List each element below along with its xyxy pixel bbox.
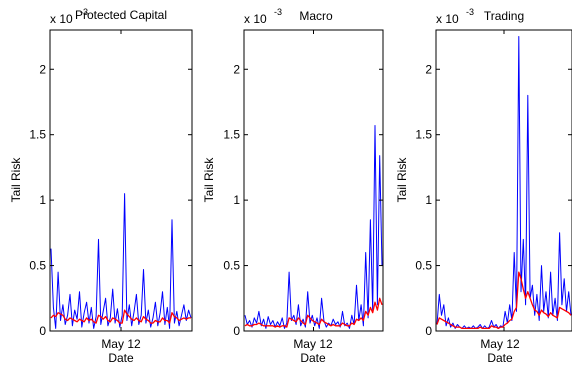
y-tick-label: 0.5 <box>29 259 46 273</box>
series-line-red <box>436 271 572 330</box>
y-tick-label: 0 <box>425 324 432 338</box>
y-tick-label: 0.5 <box>223 259 240 273</box>
y-exponent-power: -3 <box>274 7 282 17</box>
chart-title: Trading <box>484 9 524 23</box>
subplot-trading: 0 0.5 1 1.5 2 x 10 -3 Trading May 12 Date Ta… <box>395 7 572 365</box>
y-exponent-base: x 10 <box>244 12 267 26</box>
y-exponent-power: -3 <box>466 7 474 17</box>
y-exponent-base: x 10 <box>436 12 459 26</box>
y-tick-label: 0 <box>39 324 46 338</box>
y-tick-label: 1.5 <box>223 128 240 142</box>
y-tick-label: 1 <box>39 193 46 207</box>
x-axis-label: Date <box>108 351 134 365</box>
y-tick-label: 1.5 <box>29 128 46 142</box>
y-tick-label: 2 <box>39 62 46 76</box>
y-axis-label: Tail Risk <box>202 157 216 203</box>
x-axis-label: Date <box>487 351 513 365</box>
chart-title: Macro <box>299 9 333 23</box>
y-tick-label: 2 <box>425 62 432 76</box>
x-axis-label: Date <box>300 351 326 365</box>
x-tick-label: May 12 <box>101 337 141 351</box>
plot-area: 0 0.5 1 1.5 2 <box>29 29 193 338</box>
y-tick-label: 1 <box>425 193 432 207</box>
y-tick-label: 1.5 <box>415 128 432 142</box>
y-tick-label: 0 <box>233 324 240 338</box>
y-tick-label: 2 <box>233 62 240 76</box>
y-tick-label: 0.5 <box>415 259 432 273</box>
subplot-protected-capital: 0 0.5 1 1.5 2 x 10 -3 Protected Capital May … <box>9 7 193 365</box>
series-line-blue <box>50 193 192 329</box>
subplot-macro: 0 0.5 1 1.5 2 x 10 -3 Macro May 12 Date Tail… <box>202 7 384 365</box>
y-exponent-power: -3 <box>80 7 88 17</box>
y-tick-label: 1 <box>233 193 240 207</box>
x-tick-label: May 12 <box>293 337 333 351</box>
series-line-red <box>50 309 191 324</box>
y-axis-label: Tail Risk <box>9 157 23 203</box>
series-line-red <box>244 297 383 328</box>
y-exponent-base: x 10 <box>50 12 73 26</box>
y-axis-label: Tail Risk <box>395 157 409 203</box>
plot-area: 0 0.5 1 1.5 2 <box>223 29 384 338</box>
plot-area: 0 0.5 1 1.5 2 <box>415 29 572 338</box>
chart-title: Protected Capital <box>75 8 167 22</box>
x-tick-label: May 12 <box>480 337 520 351</box>
